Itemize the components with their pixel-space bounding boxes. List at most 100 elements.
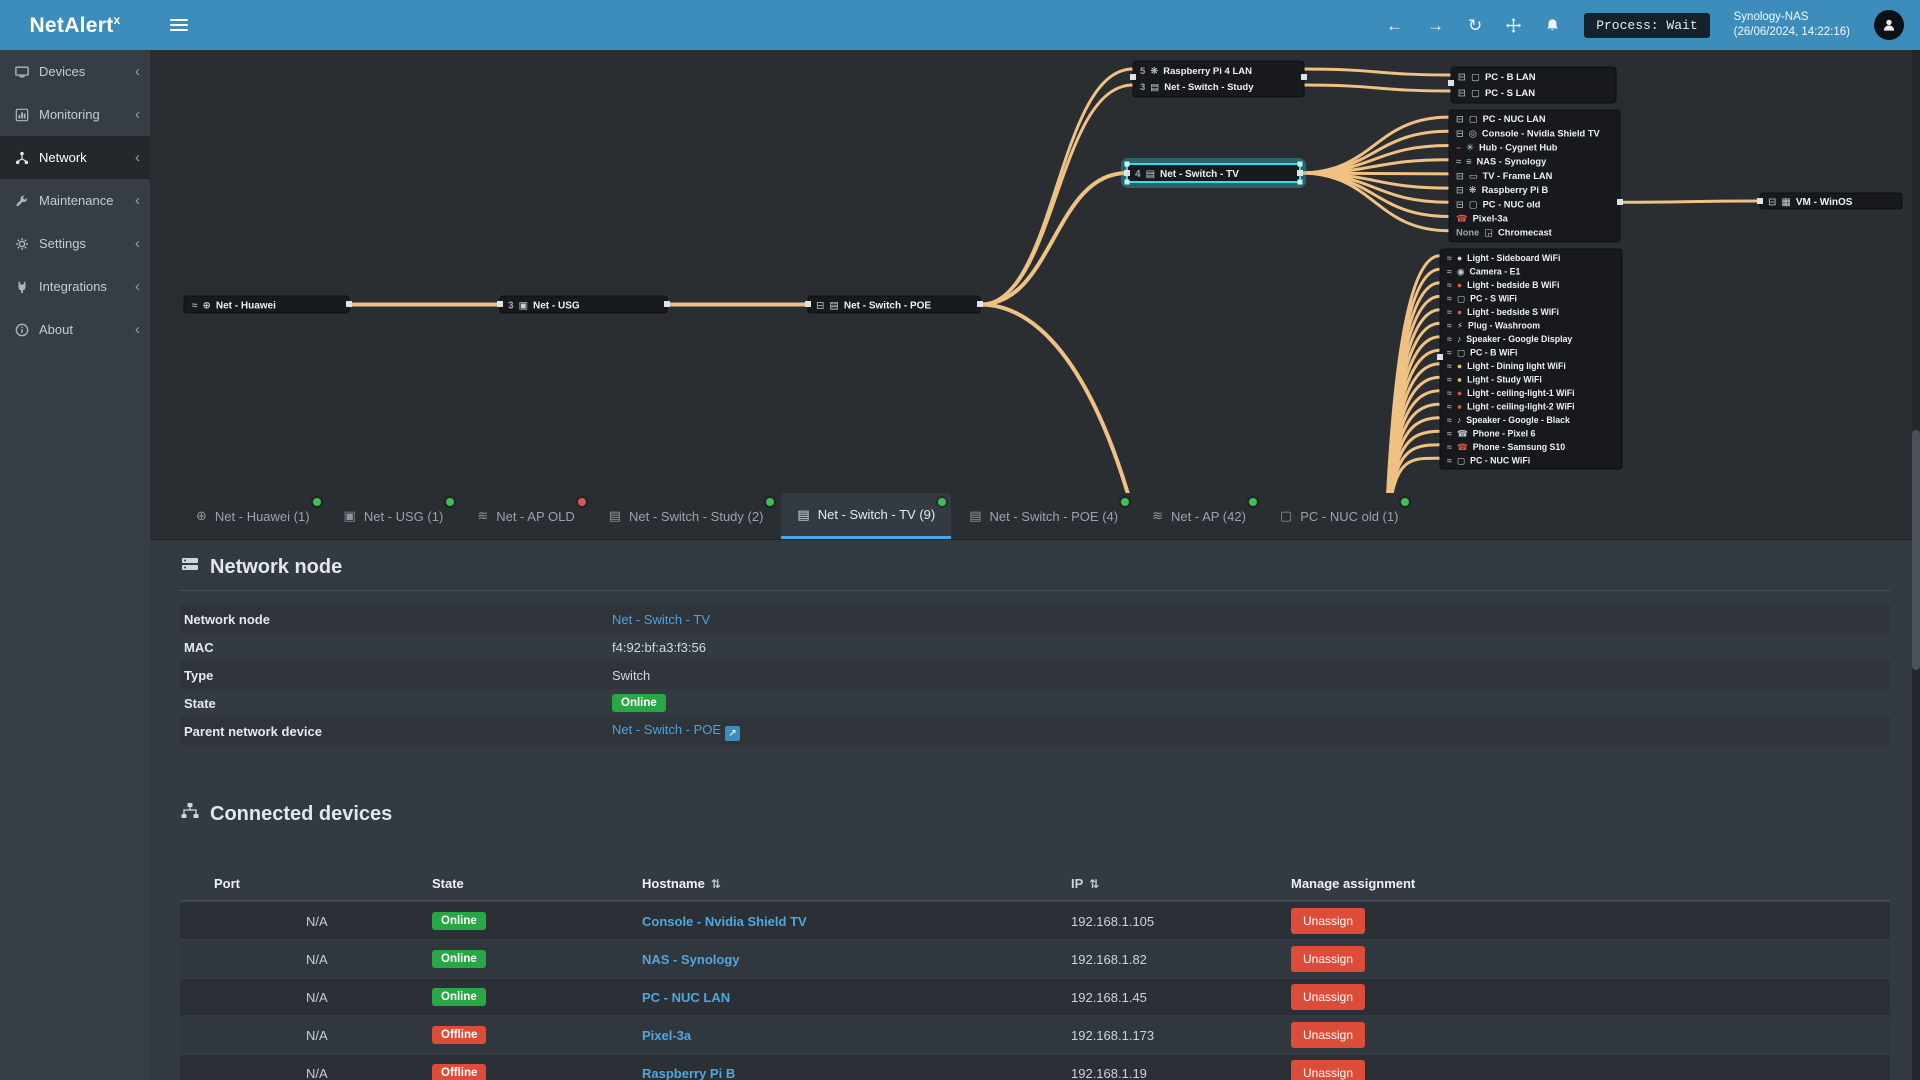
topo-node-net-usg[interactable]: 3 ▣ Net - USG	[499, 295, 668, 314]
topo-device-net-usg[interactable]: 3 ▣ Net - USG	[508, 301, 580, 312]
avatar[interactable]	[1874, 10, 1904, 40]
sitemap-icon	[180, 801, 200, 827]
tab-net-ap-42[interactable]: ≋ Net - AP (42)	[1136, 493, 1262, 539]
sidebar-item-maintenance[interactable]: Maintenance ‹	[0, 179, 150, 222]
tab-net-ap-old[interactable]: ≋ Net - AP OLD	[461, 493, 590, 539]
connected-devices-table: Port State Hostname ⇅ IP ⇅ Manage assignment N/…	[180, 867, 1890, 1080]
device-link[interactable]: Pixel-3a	[642, 1027, 692, 1043]
sort-icon[interactable]: ⇅	[1089, 877, 1100, 891]
topo-device-light-ceiling-light-2-wifi[interactable]: ≈ ● Light - ceiling-light-2 WiFi	[1447, 401, 1575, 411]
sidebar-item-settings[interactable]: Settings ‹	[0, 222, 150, 265]
topo-device-pc-nuc-old[interactable]: ⊟ ▢ PC - NUC old	[1456, 199, 1541, 209]
sidebar-item-about[interactable]: About ‹	[0, 308, 150, 351]
tab-pc-nuc-old-1[interactable]: ▢ PC - NUC old (1)	[1264, 493, 1415, 539]
selection-handle[interactable]	[1297, 161, 1303, 167]
topo-device-pc-b-lan[interactable]: ⊟ ▢ PC - B LAN	[1458, 72, 1536, 83]
sidebar-item-integrations[interactable]: Integrations ‹	[0, 265, 150, 308]
scrollbar-thumb[interactable]	[1912, 430, 1920, 670]
tab-net-switch-poe-4[interactable]: ▤ Net - Switch - POE (4)	[953, 493, 1134, 539]
topo-device-light-study-wifi[interactable]: ≈ ● Light - Study WiFi	[1447, 374, 1542, 384]
topo-device-pc-b-wifi[interactable]: ≈ ▢ PC - B WiFi	[1447, 347, 1517, 357]
topo-group-g-tv[interactable]: ⊟ ▢ PC - NUC LAN ⊟ ◎ Console - Nvidia Shield …	[1448, 109, 1621, 243]
notifications-bell-icon[interactable]	[1545, 18, 1560, 33]
topo-device-pixel-3a[interactable]: ☎ Pixel-3a	[1456, 214, 1509, 224]
unassign-button[interactable]: Unassign	[1291, 908, 1366, 934]
topo-device-speaker-google-display[interactable]: ≈ ♪ Speaker - Google Display	[1447, 334, 1572, 344]
cell-state: Online	[432, 950, 642, 968]
topo-device-plug-washroom[interactable]: ≈ ⚡ Plug - Washroom	[1447, 320, 1540, 330]
external-link-icon[interactable]: ↗	[725, 725, 741, 741]
sort-icon[interactable]: ⇅	[710, 877, 721, 891]
topo-device-camera-e1[interactable]: ≈ ◉ Camera - E1	[1447, 266, 1520, 276]
tab-net-switch-tv-9[interactable]: ▤ Net - Switch - TV (9)	[781, 493, 952, 539]
topology-link	[1387, 362, 1442, 493]
app-logo[interactable]: NetAlertx	[29, 12, 121, 37]
node-link[interactable]: Net - Switch - TV	[612, 611, 711, 627]
topo-device-light-bedside-s-wifi[interactable]: ≈ ● Light - bedside S WiFi	[1447, 307, 1559, 317]
back-icon[interactable]: ←	[1385, 15, 1403, 35]
menu-toggle-button[interactable]	[150, 19, 208, 31]
forward-icon[interactable]: →	[1426, 15, 1444, 35]
sidebar-item-devices[interactable]: Devices ‹	[0, 50, 150, 93]
unassign-button[interactable]: Unassign	[1291, 984, 1366, 1010]
sidebar-item-network[interactable]: Network ‹	[0, 136, 150, 179]
topo-device-net-switch-tv[interactable]: 4 ▤ Net - Switch - TV	[1135, 169, 1239, 180]
parent-node-link[interactable]: Net - Switch - POE	[612, 721, 722, 737]
refresh-icon[interactable]: ↻	[1467, 15, 1483, 35]
topo-device-pc-nuc-wifi[interactable]: ≈ ▢ PC - NUC WiFi	[1447, 455, 1530, 465]
topo-device-phone-samsung-s10[interactable]: ≈ ☎ Phone - Samsung S10	[1447, 442, 1565, 452]
unassign-button[interactable]: Unassign	[1291, 946, 1366, 972]
process-status-badge[interactable]: Process: Wait	[1584, 12, 1710, 38]
topo-device-net-switch-study[interactable]: 3 ▤ Net - Switch - Study	[1140, 82, 1254, 93]
topo-device-speaker-google-black[interactable]: ≈ ♪ Speaker - Google - Black	[1447, 415, 1570, 425]
tab-label: Net - AP OLD	[496, 508, 575, 524]
tab-label: PC - NUC old (1)	[1300, 508, 1399, 524]
scrollbar[interactable]	[1912, 50, 1920, 1080]
switch-icon: ▤	[969, 508, 982, 523]
network-topology-canvas[interactable]: 5 ❋ Raspberry Pi 4 LAN 3 ▤ Net - Switch - Stu…	[150, 50, 1920, 493]
topo-device-light-bedside-b-wifi[interactable]: ≈ ● Light - bedside B WiFi	[1447, 280, 1559, 290]
topo-node-vm-winos[interactable]: ⊟ ▦ VM - WinOS	[1759, 192, 1903, 210]
topo-device-hub-cygnet-hub[interactable]: – ✳ Hub - Cygnet Hub	[1456, 143, 1558, 153]
tab-net-huawei-1[interactable]: ⊕ Net - Huawei (1)	[180, 493, 326, 539]
selection-handle[interactable]	[1124, 161, 1130, 167]
topo-device-light-ceiling-light-1-wifi[interactable]: ≈ ● Light - ceiling-light-1 WiFi	[1447, 388, 1575, 398]
topo-group-g-bs[interactable]: ⊟ ▢ PC - B LAN ⊟ ▢ PC - S LAN	[1450, 66, 1617, 104]
topo-device-raspberry-pi-4-lan[interactable]: 5 ❋ Raspberry Pi 4 LAN	[1140, 66, 1252, 77]
network-node-icon	[180, 554, 200, 580]
device-link[interactable]: Console - Nvidia Shield TV	[642, 913, 807, 929]
topo-device-light-dining-light-wifi[interactable]: ≈ ● Light - Dining light WiFi	[1447, 361, 1566, 371]
topo-device-phone-pixel-6[interactable]: ≈ ☎ Phone - Pixel 6	[1447, 428, 1535, 438]
selection-handle[interactable]	[1297, 179, 1303, 185]
topo-device-console-nvidia-shield-tv[interactable]: ⊟ ◎ Console - Nvidia Shield TV	[1456, 128, 1600, 138]
unassign-button[interactable]: Unassign	[1291, 1060, 1366, 1080]
table-row-pixel-3a: N/A Offline Pixel-3a 192.168.1.173 Unassign	[180, 1017, 1890, 1053]
topo-device-light-sideboard-wifi[interactable]: ≈ ● Light - Sideboard WiFi	[1447, 253, 1560, 263]
move-icon[interactable]	[1506, 17, 1522, 33]
tab-net-switch-study-2[interactable]: ▤ Net - Switch - Study (2)	[593, 493, 780, 539]
topo-group-g-ap[interactable]: ≈ ● Light - Sideboard WiFi ≈ ◉ Camera - E1 ≈ ● L…	[1439, 248, 1623, 470]
topo-device-pc-s-lan[interactable]: ⊟ ▢ PC - S LAN	[1458, 88, 1535, 99]
topo-device-pc-nuc-lan[interactable]: ⊟ ▢ PC - NUC LAN	[1456, 114, 1546, 124]
topo-device-net-huawei[interactable]: ≈ ⊕ Net - Huawei	[192, 301, 276, 312]
device-link[interactable]: Raspberry Pi B	[642, 1065, 736, 1080]
topo-device-net-switch-poe[interactable]: ⊟ ▤ Net - Switch - POE	[816, 301, 931, 312]
topo-device-vm-winos[interactable]: ⊟ ▦ VM - WinOS	[1768, 197, 1853, 208]
selection-handle[interactable]	[1124, 179, 1130, 185]
topo-device-tv-frame-lan[interactable]: ⊟ ▭ TV - Frame LAN	[1456, 171, 1553, 181]
topo-device-chromecast[interactable]: None ◲ Chromecast	[1456, 228, 1552, 238]
unassign-button[interactable]: Unassign	[1291, 1022, 1366, 1048]
topo-node-net-huawei[interactable]: ≈ ⊕ Net - Huawei	[183, 295, 350, 314]
cell-manage: Unassign	[1291, 1022, 1890, 1048]
tab-label: Net - AP (42)	[1171, 508, 1246, 524]
topo-device-nas-synology[interactable]: ≈ ≡ NAS - Synology	[1456, 157, 1547, 167]
topo-device-pc-s-wifi[interactable]: ≈ ▢ PC - S WiFi	[1447, 293, 1517, 303]
tab-net-usg-1[interactable]: ▣ Net - USG (1)	[328, 493, 460, 539]
sidebar-item-monitoring[interactable]: Monitoring ‹	[0, 93, 150, 136]
topo-device-raspberry-pi-b[interactable]: ⊟ ❋ Raspberry Pi B	[1456, 185, 1549, 195]
topo-node-net-switch-poe[interactable]: ⊟ ▤ Net - Switch - POE	[807, 295, 981, 314]
topo-node-net-switch-tv[interactable]: 4 ▤ Net - Switch - TV	[1121, 158, 1306, 188]
device-link[interactable]: PC - NUC LAN	[642, 989, 731, 1005]
topo-group-g-study[interactable]: 5 ❋ Raspberry Pi 4 LAN 3 ▤ Net - Switch - Stu…	[1132, 60, 1305, 98]
device-link[interactable]: NAS - Synology	[642, 951, 740, 967]
